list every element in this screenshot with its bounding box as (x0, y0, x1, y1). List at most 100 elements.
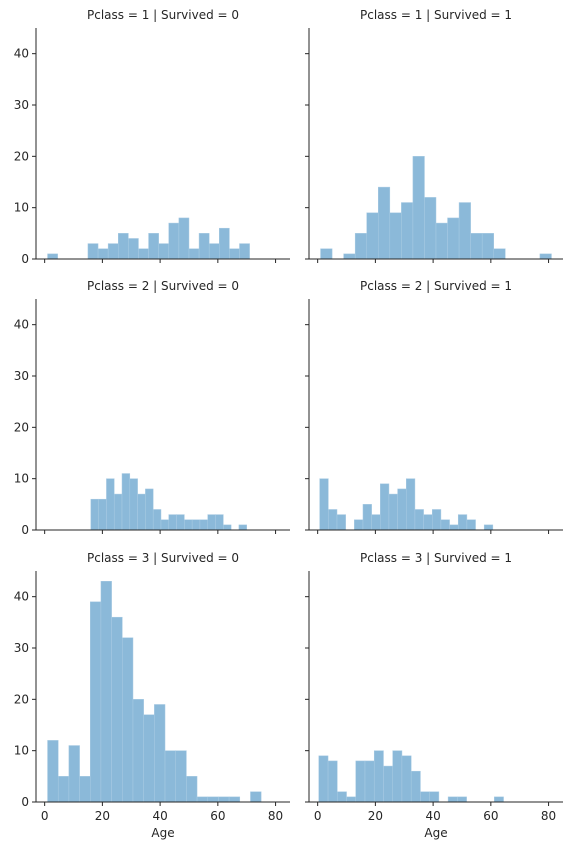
histogram-bar (410, 770, 421, 803)
histogram-bar (470, 233, 483, 260)
histogram-bar (215, 514, 224, 531)
y-tick-label: 20 (14, 692, 29, 706)
y-tick-label: 40 (14, 318, 29, 332)
histogram-bar (397, 488, 407, 531)
y-tick-label: 10 (14, 472, 29, 486)
histogram-bar (354, 233, 367, 260)
y-tick-label: 0 (21, 523, 29, 537)
x-tick-label: 0 (314, 809, 322, 823)
histogram-bar (447, 796, 458, 803)
x-tick-label: 20 (368, 809, 383, 823)
histogram-bar (362, 504, 372, 531)
histogram-bar (129, 478, 138, 531)
histogram-bar (539, 253, 552, 260)
histogram-bar (137, 493, 146, 531)
histogram-bar (440, 519, 450, 531)
histogram-bar (196, 796, 208, 803)
x-tick-label: 80 (268, 809, 283, 823)
histogram-bar (121, 473, 131, 531)
y-tick-label: 30 (14, 369, 29, 383)
histogram-bar (152, 509, 162, 531)
histogram-bar (388, 493, 398, 531)
histogram-bar (449, 524, 459, 531)
histogram-bar (250, 791, 262, 803)
histogram-bar (346, 796, 357, 803)
histogram-bar (429, 791, 440, 803)
histogram-bar (184, 519, 193, 531)
histogram-bar (229, 248, 240, 260)
histogram-bar (168, 514, 177, 531)
histogram-bar (328, 509, 338, 531)
histogram-bar (239, 243, 250, 260)
panel-title: Pclass = 1 | Survived = 0 (87, 8, 239, 22)
histogram-bar (128, 238, 139, 260)
histogram-bar (175, 750, 187, 803)
histogram-bar (457, 796, 467, 803)
x-tick-label: 40 (152, 809, 167, 823)
histogram-bar (336, 514, 346, 531)
y-tick-label: 10 (14, 744, 29, 758)
histogram-bar (343, 253, 356, 260)
histogram-bar (223, 524, 232, 531)
histogram-bar (186, 776, 198, 803)
histogram-bar (435, 222, 448, 260)
histogram-bar (401, 755, 412, 803)
histogram-bar (389, 212, 402, 260)
histogram-bar (447, 217, 460, 260)
histogram-bar (132, 699, 144, 803)
y-tick-label: 40 (14, 590, 29, 604)
histogram-bar (57, 776, 70, 803)
histogram-bar (218, 796, 230, 803)
panel-title: Pclass = 2 | Survived = 1 (360, 279, 512, 293)
histogram-bar (100, 581, 112, 803)
y-tick-label: 20 (14, 149, 29, 163)
histogram-bar (122, 637, 134, 803)
histogram-bar (366, 212, 379, 260)
histogram-bar (354, 519, 364, 531)
histogram-bar (90, 498, 99, 531)
histogram-bar (483, 524, 494, 531)
histogram-bar (493, 248, 506, 260)
histogram-bar (87, 243, 99, 260)
histogram-bar (238, 524, 247, 531)
y-tick-label: 30 (14, 641, 29, 655)
histogram-bar (424, 197, 437, 260)
histogram-bar (79, 776, 91, 803)
histogram-bar (423, 514, 433, 531)
x-axis-label: Age (151, 826, 174, 840)
x-tick-label: 0 (41, 809, 49, 823)
histogram-bar (138, 248, 149, 260)
histogram-bar (378, 186, 391, 260)
histogram-bar (207, 514, 216, 531)
histogram-bar (355, 760, 366, 803)
histogram-bar (371, 514, 381, 531)
histogram-bar (188, 248, 200, 260)
x-tick-label: 60 (210, 809, 225, 823)
y-tick-label: 20 (14, 420, 29, 434)
histogram-bar (320, 248, 333, 260)
y-tick-label: 10 (14, 201, 29, 215)
histogram-bar (432, 509, 442, 531)
x-tick-label: 40 (425, 809, 440, 823)
histogram-bar (318, 755, 329, 803)
histogram-bar (148, 233, 159, 260)
histogram-bar (327, 760, 338, 803)
histogram-bar (337, 791, 347, 803)
histogram-bar (158, 243, 170, 260)
histogram-bar (406, 478, 416, 531)
histogram-bar (176, 514, 185, 531)
histogram-bar (47, 253, 58, 260)
panel-title: Pclass = 2 | Survived = 0 (87, 279, 239, 293)
histogram-bar (154, 704, 166, 803)
histogram-bar (458, 202, 471, 260)
panel-title: Pclass = 1 | Survived = 1 (360, 8, 512, 22)
histogram-bar (118, 233, 129, 260)
histogram-bar (207, 796, 219, 803)
panel-title: Pclass = 3 | Survived = 1 (360, 551, 512, 565)
x-tick-label: 20 (95, 809, 110, 823)
histogram-bar (420, 791, 430, 803)
histogram-bar (164, 750, 176, 803)
histogram-bar (319, 478, 329, 531)
histogram-bar (228, 796, 241, 803)
